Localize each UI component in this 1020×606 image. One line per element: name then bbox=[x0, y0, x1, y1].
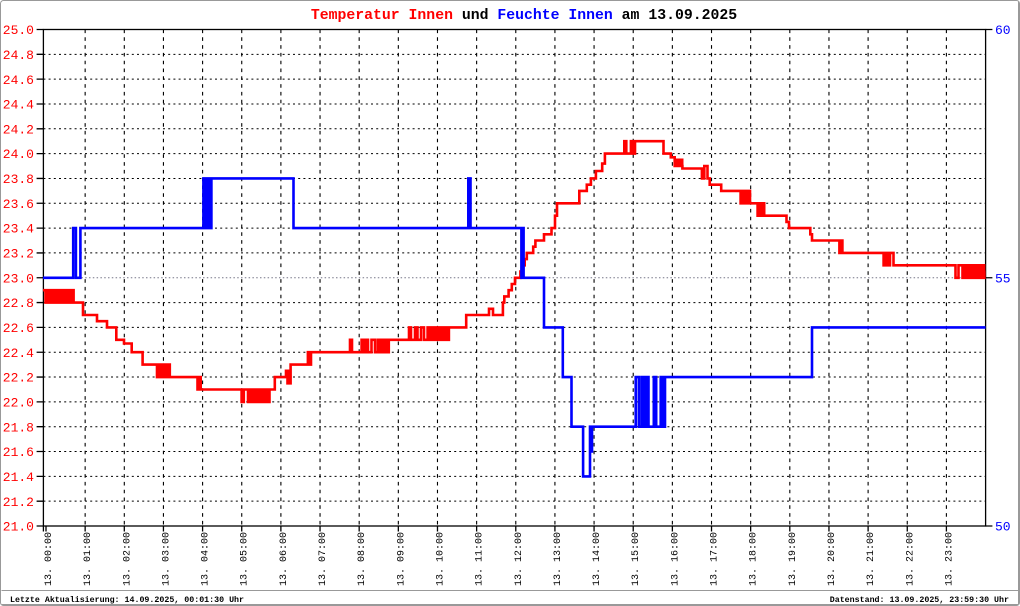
svg-text:13. 16:00: 13. 16:00 bbox=[670, 532, 681, 586]
svg-text:24.0: 24.0 bbox=[3, 147, 34, 162]
svg-text:13. 11:00: 13. 11:00 bbox=[475, 532, 486, 586]
svg-text:50: 50 bbox=[995, 520, 1011, 535]
svg-text:Letzte Aktualisierung: 14.09.2: Letzte Aktualisierung: 14.09.2025, 00:01… bbox=[10, 595, 244, 605]
svg-text:13. 06:00: 13. 06:00 bbox=[279, 532, 290, 586]
svg-text:22.8: 22.8 bbox=[3, 296, 34, 311]
svg-text:13. 03:00: 13. 03:00 bbox=[161, 532, 172, 586]
svg-text:13. 20:00: 13. 20:00 bbox=[827, 532, 838, 586]
svg-text:21.2: 21.2 bbox=[3, 495, 34, 510]
svg-text:23.4: 23.4 bbox=[3, 222, 34, 237]
svg-text:23.0: 23.0 bbox=[3, 271, 34, 286]
svg-text:13. 02:00: 13. 02:00 bbox=[122, 532, 133, 586]
svg-text:55: 55 bbox=[995, 271, 1011, 286]
svg-text:13. 05:00: 13. 05:00 bbox=[240, 532, 251, 586]
svg-text:13. 18:00: 13. 18:00 bbox=[749, 532, 760, 586]
svg-text:23.8: 23.8 bbox=[3, 172, 34, 187]
svg-text:21.4: 21.4 bbox=[3, 470, 34, 485]
svg-text:13. 17:00: 13. 17:00 bbox=[710, 532, 721, 586]
svg-text:22.2: 22.2 bbox=[3, 371, 34, 386]
svg-text:24.2: 24.2 bbox=[3, 122, 34, 137]
svg-text:13. 04:00: 13. 04:00 bbox=[201, 532, 212, 586]
svg-text:13. 23:00: 13. 23:00 bbox=[944, 532, 955, 586]
svg-text:13. 12:00: 13. 12:00 bbox=[514, 532, 525, 586]
svg-text:Datenstand: 13.09.2025, 23:59:: Datenstand: 13.09.2025, 23:59:30 Uhr bbox=[830, 595, 1009, 605]
svg-text:24.6: 24.6 bbox=[3, 73, 34, 88]
svg-text:21.6: 21.6 bbox=[3, 445, 34, 460]
svg-text:22.6: 22.6 bbox=[3, 321, 34, 336]
svg-text:13. 09:00: 13. 09:00 bbox=[396, 532, 407, 586]
svg-text:13. 15:00: 13. 15:00 bbox=[631, 532, 642, 586]
svg-text:24.4: 24.4 bbox=[3, 98, 34, 113]
svg-text:13. 19:00: 13. 19:00 bbox=[788, 532, 799, 586]
svg-text:13. 10:00: 13. 10:00 bbox=[435, 532, 446, 586]
svg-text:13. 22:00: 13. 22:00 bbox=[905, 532, 916, 586]
svg-text:13. 07:00: 13. 07:00 bbox=[318, 532, 329, 586]
svg-text:21.8: 21.8 bbox=[3, 420, 34, 435]
svg-text:Temperatur Innen und Feuchte I: Temperatur Innen und Feuchte Innen am 13… bbox=[311, 8, 737, 24]
svg-text:13. 08:00: 13. 08:00 bbox=[357, 532, 368, 586]
svg-text:24.8: 24.8 bbox=[3, 48, 34, 63]
svg-text:23.2: 23.2 bbox=[3, 247, 34, 262]
svg-text:23.6: 23.6 bbox=[3, 197, 34, 212]
svg-text:21.0: 21.0 bbox=[3, 520, 34, 535]
svg-text:13. 13:00: 13. 13:00 bbox=[553, 532, 564, 586]
svg-text:22.0: 22.0 bbox=[3, 395, 34, 410]
svg-text:25.0: 25.0 bbox=[3, 23, 34, 38]
svg-text:22.4: 22.4 bbox=[3, 346, 34, 361]
svg-text:60: 60 bbox=[995, 23, 1011, 38]
svg-text:13. 00:00: 13. 00:00 bbox=[44, 532, 55, 586]
svg-text:13. 21:00: 13. 21:00 bbox=[866, 532, 877, 586]
svg-text:13. 14:00: 13. 14:00 bbox=[592, 532, 603, 586]
svg-text:13. 01:00: 13. 01:00 bbox=[83, 532, 94, 586]
